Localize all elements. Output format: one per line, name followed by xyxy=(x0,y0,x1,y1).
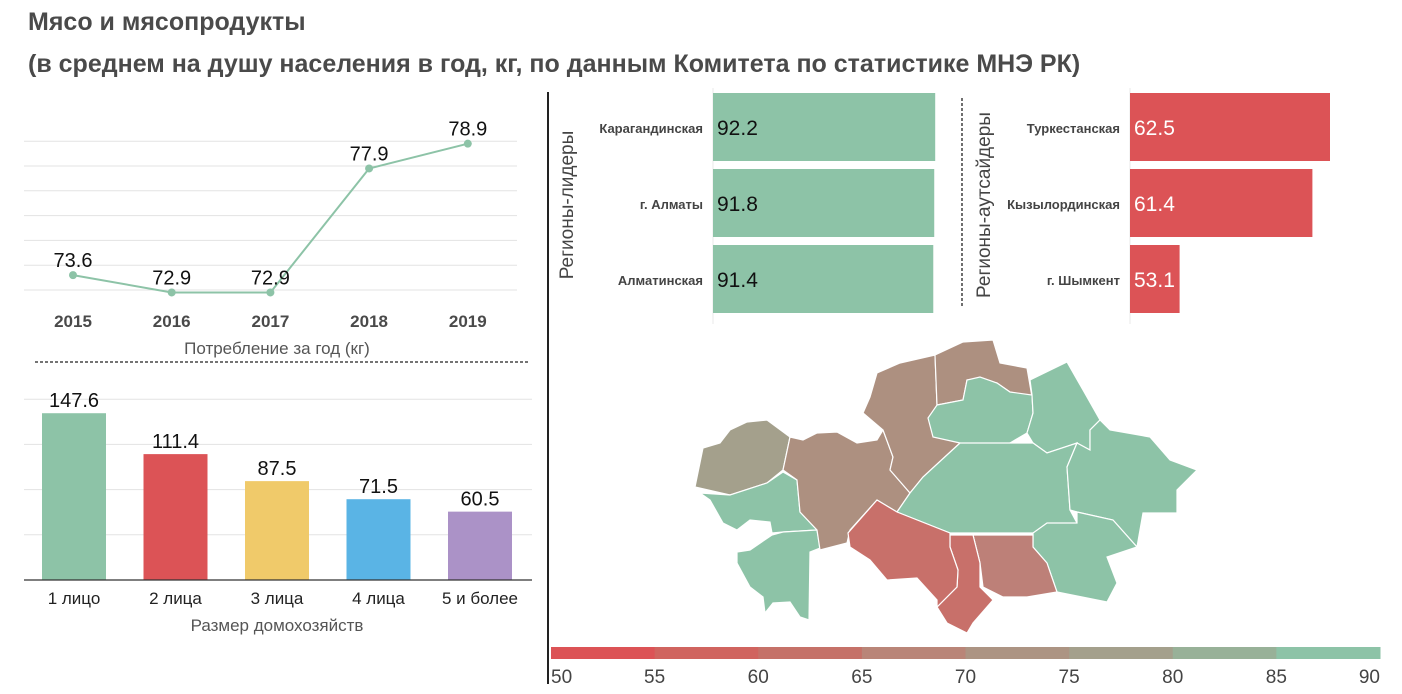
page-subtitle: (в среднем на душу населения в год, кг, … xyxy=(28,50,1081,78)
map-region-mangystau xyxy=(736,529,821,621)
category-label: Кызылординская xyxy=(1007,197,1120,212)
data-label: 111.4 xyxy=(152,431,199,453)
category-label: г. Алматы xyxy=(640,197,703,212)
x-tick-label: 4 лица xyxy=(352,589,405,608)
data-label: 71.5 xyxy=(359,476,398,498)
bar xyxy=(42,413,106,580)
data-point xyxy=(365,164,374,173)
map-region-karaganda xyxy=(896,442,1079,534)
bar xyxy=(713,245,934,313)
line-chart-yearly: 73.6 2015 72.9 2016 72.9 2017 77.9 2018 78.9 2019… xyxy=(24,119,517,358)
x-tick-label: 2019 xyxy=(449,312,487,331)
x-tick-label: 2017 xyxy=(251,312,289,331)
legend-tick-label: 50 xyxy=(551,667,572,688)
bar xyxy=(1130,169,1313,237)
legend-color-segment xyxy=(965,647,1070,659)
data-point xyxy=(463,139,472,148)
data-point xyxy=(69,271,77,280)
bar xyxy=(245,481,309,580)
data-label: 77.9 xyxy=(350,143,389,165)
bar xyxy=(713,93,936,161)
legend-color-segment xyxy=(1069,647,1174,659)
legend-tick-label: 55 xyxy=(644,667,665,688)
group-title: Регионы-аутсайдеры xyxy=(974,112,995,298)
bar xyxy=(143,454,208,580)
map-region-east-kazakhstan xyxy=(1066,419,1199,549)
x-tick-label: 5 и более xyxy=(442,589,518,608)
bar xyxy=(713,169,935,237)
x-tick-label: 2016 xyxy=(153,312,191,331)
data-label: 72.9 xyxy=(251,267,290,289)
x-tick-label: 2 лица xyxy=(149,589,202,608)
bar xyxy=(1130,93,1330,161)
data-point xyxy=(266,288,275,297)
data-label: 60.5 xyxy=(461,489,500,511)
data-label: 62.5 xyxy=(1134,117,1175,140)
bar xyxy=(448,511,512,580)
data-label: 147.6 xyxy=(49,390,99,412)
map-region-kyzylorda xyxy=(847,499,959,609)
legend-color-segment xyxy=(758,647,863,659)
bar xyxy=(346,499,411,580)
outsiders-bar-chart: 62.5 Туркестанская 61.4 Кызылординская 53.1 г… xyxy=(974,88,1330,324)
legend-tick-label: 60 xyxy=(748,667,769,688)
legend-color-segment xyxy=(654,647,759,659)
legend-tick-label: 90 xyxy=(1359,667,1380,688)
legend-tick-label: 85 xyxy=(1266,667,1287,688)
page-title: Мясо и мясопродукты xyxy=(28,8,306,36)
color-scale-legend: 50 55 60 65 70 75 80 85 90 xyxy=(551,647,1381,688)
category-label: г. Шымкент xyxy=(1047,273,1120,288)
legend-tick-label: 65 xyxy=(851,667,872,688)
data-label: 87.5 xyxy=(258,458,297,480)
data-label: 53.1 xyxy=(1134,269,1175,292)
map-region-pavlodar xyxy=(1026,361,1101,454)
x-axis-title: Размер домохозяйств xyxy=(191,616,364,635)
bar xyxy=(1130,245,1180,313)
data-label: 92.2 xyxy=(717,117,758,140)
map-region-zhambyl xyxy=(972,534,1058,598)
legend-color-segment xyxy=(1172,647,1277,659)
data-label: 73.6 xyxy=(54,250,93,272)
group-title: Регионы-лидеры xyxy=(557,131,578,280)
x-tick-label: 2018 xyxy=(350,312,388,331)
leaders-bar-chart: 92.2 Карагандинская 91.8 г. Алматы 91.4 Алмат… xyxy=(557,88,936,324)
legend-tick-label: 80 xyxy=(1162,667,1183,688)
data-label: 61.4 xyxy=(1134,193,1175,216)
legend-tick-label: 70 xyxy=(955,667,976,688)
category-label: Алматинская xyxy=(618,273,703,288)
category-label: Карагандинская xyxy=(599,121,703,136)
x-tick-label: 1 лицо xyxy=(48,589,101,608)
kazakhstan-map xyxy=(694,339,1199,634)
category-label: Туркестанская xyxy=(1027,121,1120,136)
legend-color-segment xyxy=(861,647,966,659)
data-label: 78.9 xyxy=(448,119,487,141)
data-label: 91.8 xyxy=(717,193,758,216)
bar-chart-household: 147.6 1 лицо 111.4 2 лица 87.5 3 лица 71.5 4 ли… xyxy=(24,390,532,635)
x-tick-label: 2015 xyxy=(54,312,92,331)
legend-color-segment xyxy=(551,647,656,659)
legend-color-segment xyxy=(1276,647,1381,659)
data-label: 72.9 xyxy=(152,267,191,289)
data-label: 91.4 xyxy=(717,269,758,292)
data-point xyxy=(167,288,176,297)
x-axis-title: Потребление за год (кг) xyxy=(184,339,370,358)
x-tick-label: 3 лица xyxy=(251,589,304,608)
legend-tick-label: 75 xyxy=(1059,667,1080,688)
